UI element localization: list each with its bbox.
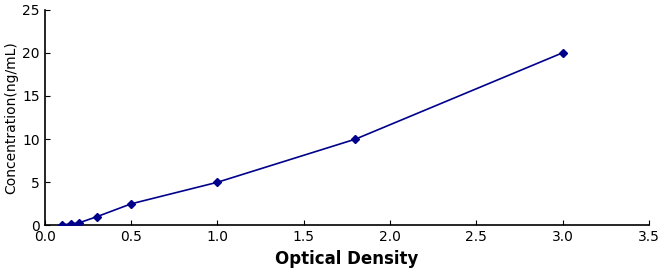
X-axis label: Optical Density: Optical Density — [275, 250, 418, 268]
Y-axis label: Concentration(ng/mL): Concentration(ng/mL) — [4, 41, 18, 194]
